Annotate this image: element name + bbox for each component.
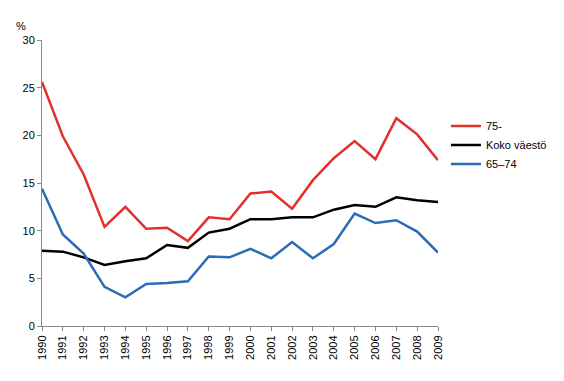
svg-text:1998: 1998 [202,335,214,359]
svg-text:5: 5 [29,272,35,284]
svg-text:75-: 75- [486,120,502,132]
svg-text:1997: 1997 [181,335,193,359]
svg-text:Koko väestö: Koko väestö [486,139,547,151]
svg-text:2003: 2003 [307,335,319,359]
svg-text:25: 25 [23,82,35,94]
svg-text:1994: 1994 [119,335,131,359]
svg-text:1992: 1992 [77,335,89,359]
svg-text:1991: 1991 [56,335,68,359]
svg-text:2007: 2007 [390,335,402,359]
svg-text:2004: 2004 [327,335,339,359]
svg-text:20: 20 [23,129,35,141]
svg-text:65–74: 65–74 [486,158,517,170]
svg-text:%: % [16,20,26,32]
svg-text:1995: 1995 [140,335,152,359]
svg-text:1999: 1999 [223,335,235,359]
svg-text:1996: 1996 [161,335,173,359]
svg-text:2006: 2006 [369,335,381,359]
svg-text:0: 0 [29,320,35,332]
svg-text:2008: 2008 [411,335,423,359]
svg-text:30: 30 [23,34,35,46]
svg-text:10: 10 [23,225,35,237]
svg-text:1990: 1990 [36,335,48,359]
svg-text:2005: 2005 [348,335,360,359]
svg-text:2009: 2009 [432,335,444,359]
svg-text:1993: 1993 [98,335,110,359]
svg-text:2000: 2000 [244,335,256,359]
svg-text:15: 15 [23,177,35,189]
svg-text:2002: 2002 [286,335,298,359]
svg-text:2001: 2001 [265,335,277,359]
